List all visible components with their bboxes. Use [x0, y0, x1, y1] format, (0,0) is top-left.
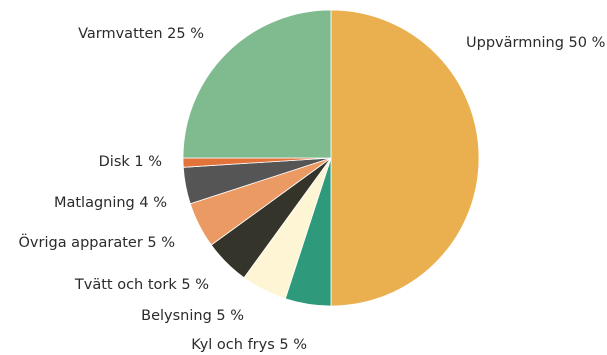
slice-label: Belysning 5 %	[141, 308, 244, 324]
pie-slice	[182, 9, 332, 159]
pie-labels: Uppvärmning 50 % Kyl och frys 5 % Belysnin…	[19, 26, 606, 353]
slice-label: Kyl och frys 5 %	[191, 337, 307, 353]
pie-slices	[182, 9, 480, 307]
slice-label: Övriga apparater 5 %	[19, 233, 176, 251]
pie-slice	[330, 9, 480, 307]
slice-label: Matlagning 4 %	[54, 195, 167, 211]
slice-label: Varmvatten 25 %	[78, 26, 204, 42]
slice-label: Disk 1 %	[99, 154, 162, 170]
slice-label: Tvätt och tork 5 %	[74, 277, 209, 293]
slice-label: Uppvärmning 50 %	[466, 35, 605, 51]
